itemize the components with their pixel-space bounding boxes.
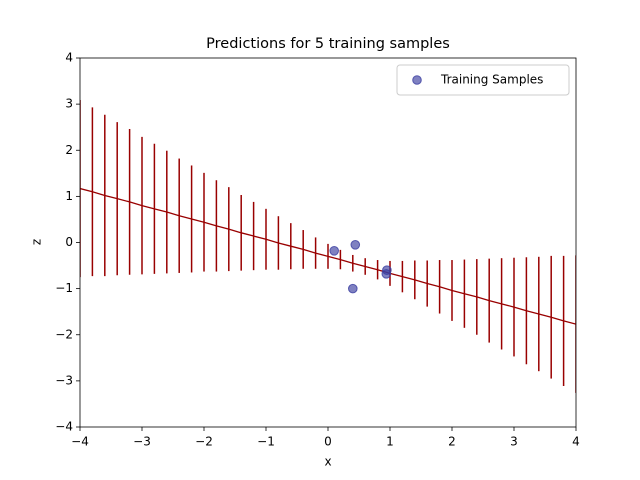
x-axis-label: x — [324, 455, 331, 469]
y-tick-label: 0 — [65, 235, 73, 249]
x-tick-label: 3 — [510, 435, 518, 449]
chart-title: Predictions for 5 training samples — [206, 36, 450, 52]
legend-box — [396, 64, 570, 96]
training-point — [348, 283, 358, 294]
x-tick-label: 0 — [324, 435, 332, 449]
y-tick-label: 2 — [65, 143, 73, 157]
y-axis-label: z — [30, 239, 44, 245]
training-point — [350, 240, 361, 250]
x-tick-label: −1 — [257, 435, 275, 449]
training-point — [329, 246, 340, 256]
training-point — [381, 269, 392, 279]
y-tick-label: −4 — [55, 420, 73, 434]
legend-marker — [412, 75, 422, 85]
x-tick-label: 2 — [448, 435, 456, 449]
x-tick-label: 4 — [572, 435, 580, 449]
legend-label: Training Samples — [440, 73, 543, 87]
prediction-line — [80, 187, 576, 325]
plot-frame — [79, 57, 577, 428]
y-tick-label: 3 — [65, 97, 73, 111]
x-tick-label: −4 — [71, 435, 89, 449]
y-tick-label: 1 — [65, 189, 73, 203]
y-tick-label: −2 — [55, 327, 73, 341]
x-tick-label: −2 — [195, 435, 213, 449]
y-tick-label: −1 — [55, 281, 73, 295]
x-tick-label: −3 — [133, 435, 151, 449]
y-tick-label: −3 — [55, 373, 73, 387]
x-tick-label: 1 — [386, 435, 394, 449]
y-tick-label: 4 — [65, 51, 73, 65]
